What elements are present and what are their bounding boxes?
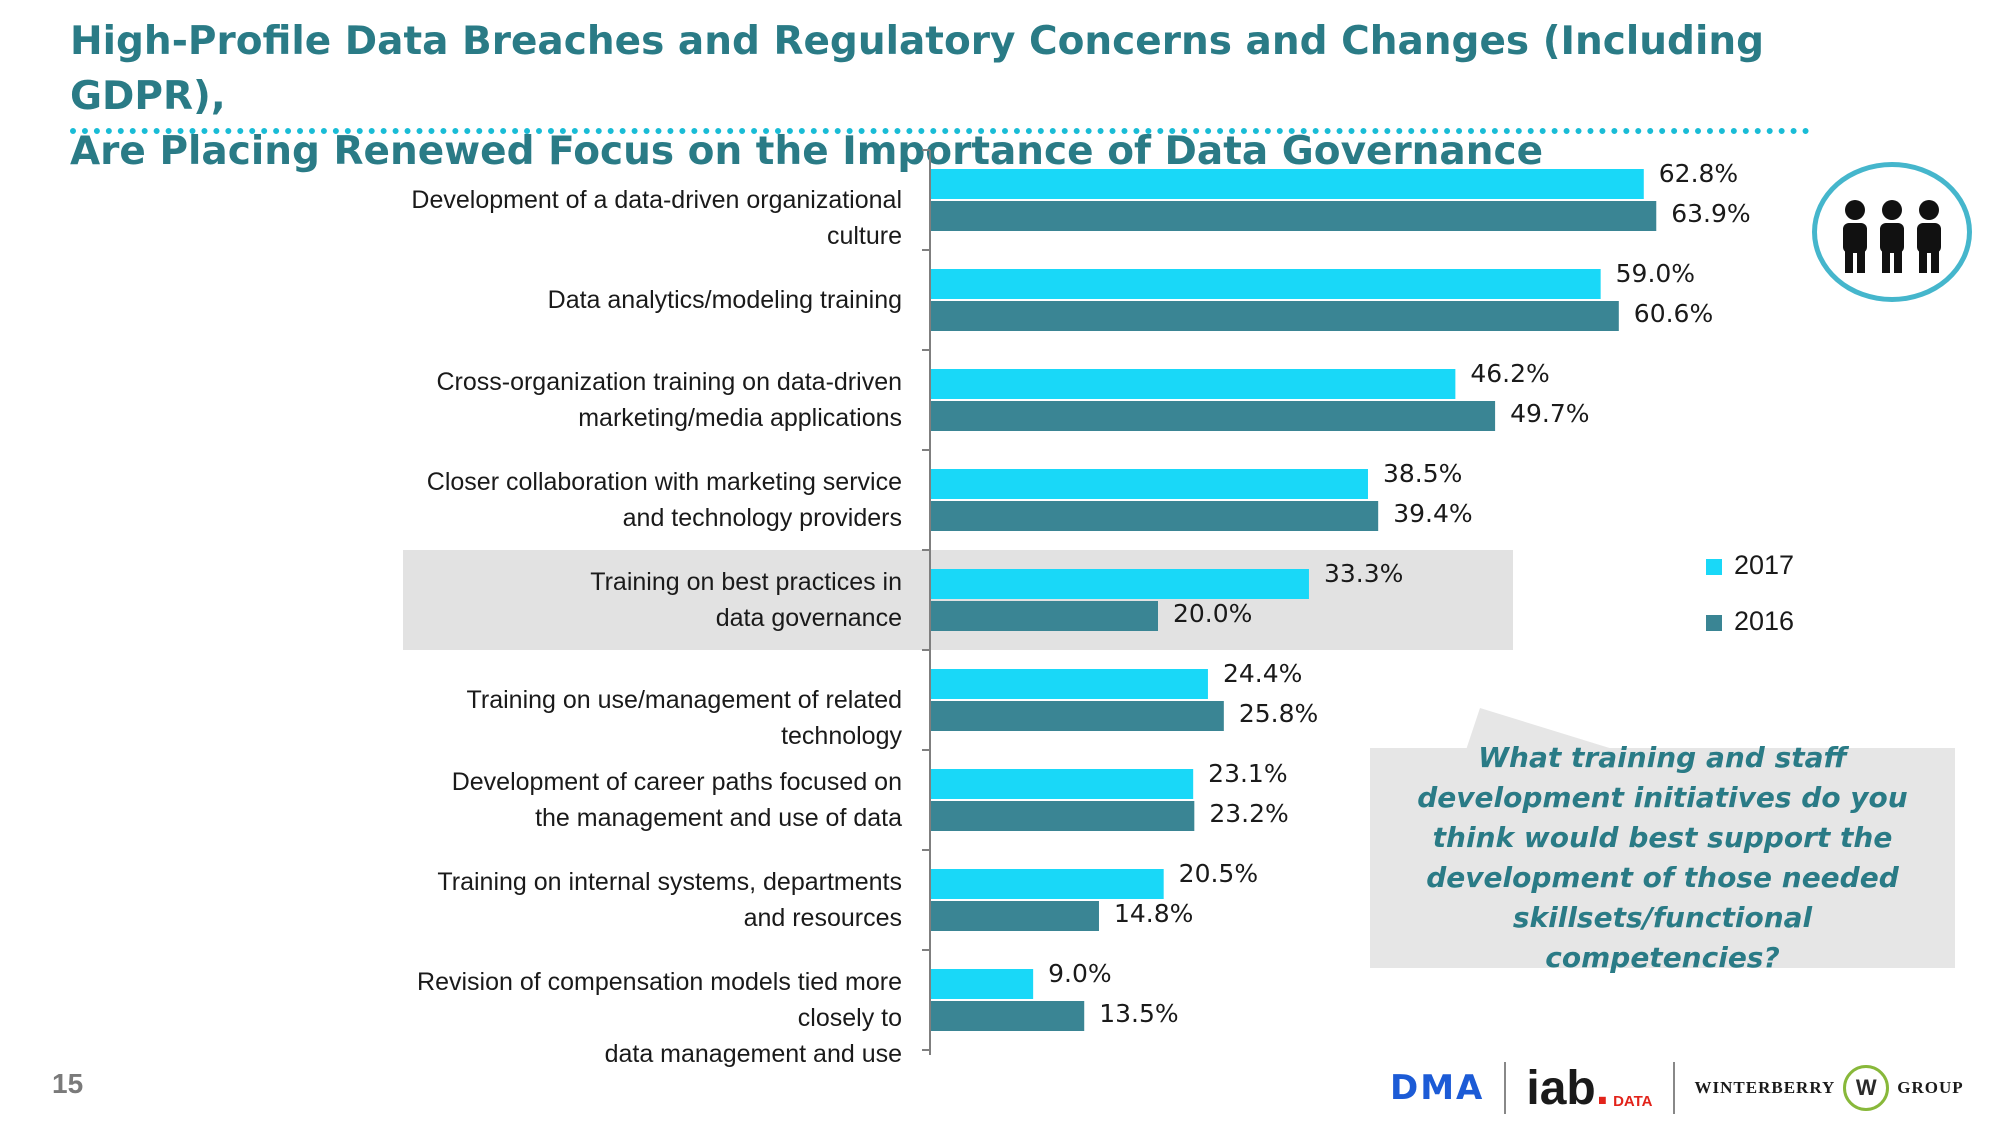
data-label-2016-8: 13.5% <box>1099 999 1178 1028</box>
category-label: Training on internal systems, department… <box>342 864 902 936</box>
bar-2016-8 <box>931 1001 1085 1031</box>
legend-label-2017: 2017 <box>1734 550 1795 580</box>
data-label-2016-2: 49.7% <box>1510 399 1589 428</box>
category-label-line: data management and use <box>604 1040 902 1068</box>
data-label-2017-8: 9.0% <box>1048 959 1112 988</box>
data-label-2016-7: 14.8% <box>1114 899 1193 928</box>
bar-2017-3 <box>931 469 1368 499</box>
data-label-2017-0: 62.8% <box>1659 159 1738 188</box>
title-divider <box>70 128 1810 134</box>
category-label: Training on use/management of related te… <box>342 682 902 754</box>
category-label-line: Data analytics/modeling training <box>547 286 902 314</box>
bar-2016-7 <box>931 901 1099 931</box>
category-label-line: Development of a data-driven organizatio… <box>411 186 902 250</box>
category-label: Training on best practices in data govern… <box>342 564 902 636</box>
bar-2016-2 <box>931 401 1496 431</box>
category-label: Cross-organization training on data-driv… <box>342 364 902 436</box>
category-label: Closer collaboration with marketing serv… <box>342 464 902 536</box>
data-label-2017-5: 24.4% <box>1223 659 1302 688</box>
people-icon <box>1843 200 1941 273</box>
category-label-line: Training on use/management of related te… <box>466 686 902 750</box>
bar-2017-8 <box>931 969 1034 999</box>
data-label-2016-4: 20.0% <box>1173 599 1252 628</box>
winterberry-w-icon: W <box>1843 1065 1890 1111</box>
logo-divider <box>1504 1062 1507 1114</box>
footer-logos: DMA iab. DATA WINTERBERRY W GROUP <box>1390 1060 1964 1116</box>
data-label-2017-7: 20.5% <box>1179 859 1258 888</box>
data-label-2016-1: 60.6% <box>1634 299 1713 328</box>
bar-2016-6 <box>931 801 1195 831</box>
bar-2017-1 <box>931 269 1601 299</box>
data-label-2017-2: 46.2% <box>1470 359 1549 388</box>
iab-logo: iab. <box>1526 1061 1610 1115</box>
category-label-line: Closer collaboration with marketing serv… <box>426 468 902 496</box>
question-callout: What training and staff development init… <box>1370 741 1955 974</box>
category-label: Revision of compensation models tied mor… <box>342 964 902 1072</box>
data-label-2017-4: 33.3% <box>1324 559 1403 588</box>
bar-2017-4 <box>931 569 1309 599</box>
data-label-2016-5: 25.8% <box>1239 699 1318 728</box>
page-title: High-Profile Data Breaches and Regulator… <box>70 14 1770 179</box>
bar-2016-1 <box>931 301 1619 331</box>
page-title-line2: Are Placing Renewed Focus on the Importa… <box>70 129 1544 174</box>
category-label-line: and resources <box>743 904 902 932</box>
logo-divider <box>1672 1062 1675 1114</box>
bar-2016-5 <box>931 701 1224 731</box>
bar-2017-0 <box>931 169 1644 199</box>
highlight-band <box>403 550 1513 650</box>
category-label-line: and technology providers <box>622 504 902 532</box>
callout-tail <box>1466 708 1616 750</box>
category-label-line: Cross-organization training on data-driv… <box>436 368 902 396</box>
category-label-line: data governance <box>715 604 902 632</box>
bar-2017-6 <box>931 769 1194 799</box>
dma-logo: DMA <box>1390 1068 1485 1108</box>
legend-item-2016: 2016 <box>1706 606 1794 637</box>
bar-2016-3 <box>931 501 1379 531</box>
category-label-line: Training on internal systems, department… <box>437 868 902 896</box>
page-number: 15 <box>52 1068 84 1099</box>
legend-swatch-2017 <box>1706 558 1722 575</box>
data-label-2016-3: 39.4% <box>1393 499 1472 528</box>
category-label-line: Training on best practices in <box>590 568 902 596</box>
bar-2016-0 <box>931 201 1657 231</box>
bar-2017-5 <box>931 669 1208 699</box>
bar-2016-4 <box>931 601 1158 631</box>
data-label-2017-6: 23.1% <box>1208 759 1287 788</box>
category-label: Development of a data-driven organizatio… <box>342 182 902 254</box>
iab-data-label: DATA <box>1613 1093 1653 1110</box>
category-label-line: marketing/media applications <box>578 404 902 432</box>
category-label: Development of career paths focused on th… <box>342 764 902 836</box>
winterberry-group-text: GROUP <box>1897 1078 1964 1097</box>
category-label: Data analytics/modeling training <box>342 282 902 318</box>
data-label-2017-1: 59.0% <box>1616 259 1695 288</box>
category-label-line: Development of career paths focused on <box>451 768 902 796</box>
people-badge <box>1812 162 1972 302</box>
page-title-line1: High-Profile Data Breaches and Regulator… <box>70 19 1765 119</box>
legend-swatch-2016 <box>1706 614 1722 631</box>
category-label-line: the management and use of data <box>535 804 902 832</box>
legend-item-2017: 2017 <box>1706 550 1794 581</box>
winterberry-logo-text: WINTERBERRY <box>1694 1078 1836 1097</box>
bar-2017-7 <box>931 869 1164 899</box>
callout-text: What training and staff development init… <box>1417 741 1908 974</box>
data-label-2017-3: 38.5% <box>1383 459 1462 488</box>
data-label-2016-6: 23.2% <box>1209 799 1288 828</box>
data-label-2016-0: 63.9% <box>1671 199 1750 228</box>
bar-2017-2 <box>931 369 1456 399</box>
category-label-line: Revision of compensation models tied mor… <box>417 968 902 1032</box>
legend-label-2016: 2016 <box>1734 606 1795 636</box>
